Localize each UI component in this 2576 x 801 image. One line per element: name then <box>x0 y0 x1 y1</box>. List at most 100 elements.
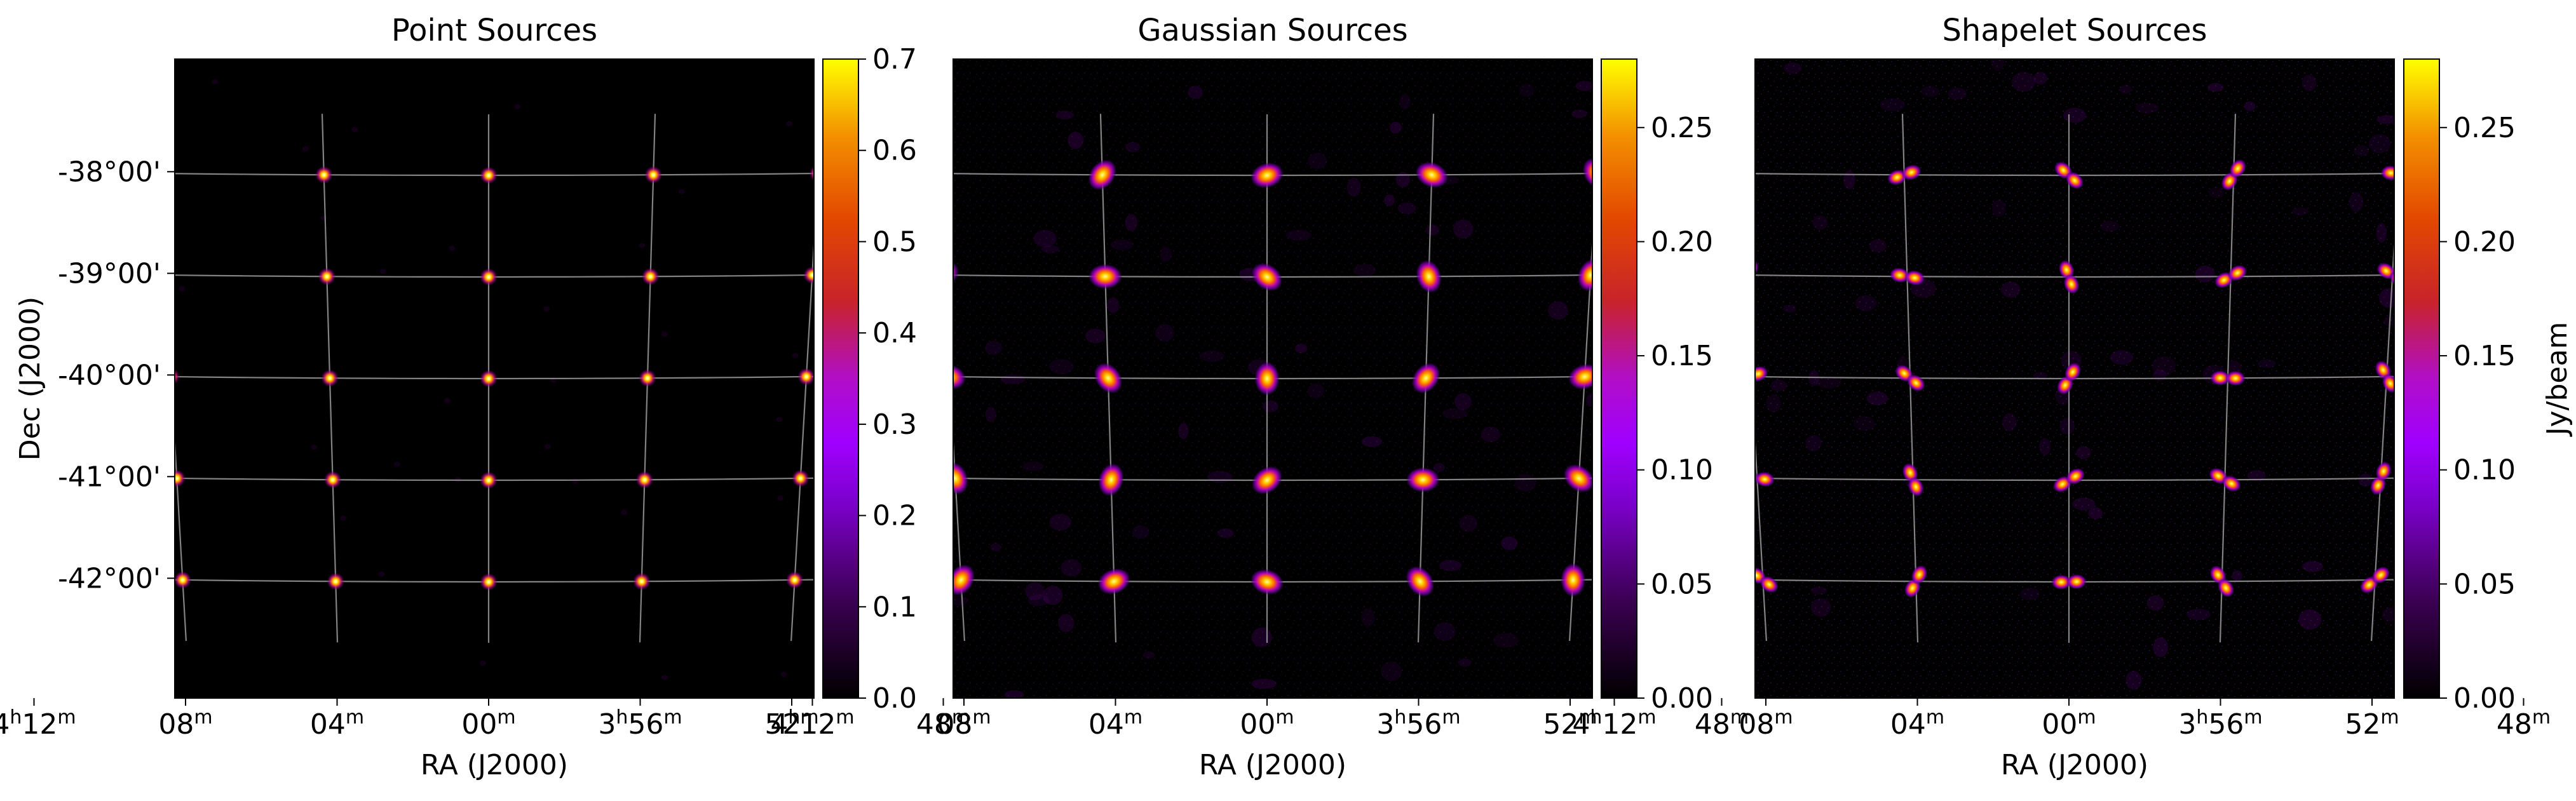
noise-blob <box>1399 94 1411 110</box>
noise-blob <box>393 461 400 467</box>
noise-blob <box>1433 462 1445 473</box>
noise-blob <box>1155 324 1174 342</box>
noise-blob <box>1055 111 1074 120</box>
noise-blob <box>1453 219 1474 239</box>
noise-blob <box>2072 497 2096 511</box>
source-point <box>480 471 498 489</box>
shapelet-lobe <box>2227 264 2247 281</box>
noise-blob <box>311 445 318 450</box>
x-tick-label: 52m <box>2345 706 2399 741</box>
noise-blob <box>1397 202 1416 215</box>
noise-blob <box>1308 383 1324 398</box>
noise-blob <box>1575 81 1592 91</box>
source-point <box>632 572 651 591</box>
source-gaussian <box>1563 464 1592 493</box>
noise-blob <box>1439 560 1461 571</box>
source-gaussian <box>1254 361 1280 396</box>
noise-blob <box>1106 297 1120 313</box>
noise-blob <box>2152 356 2176 376</box>
noise-blob <box>1142 651 1155 659</box>
colorbar-tick-label: 0.4 <box>872 317 917 349</box>
noise-blob <box>1125 142 1141 152</box>
noise-blob <box>1519 83 1535 97</box>
noise-blob <box>1866 391 1888 405</box>
source-gaussian <box>925 156 951 191</box>
source-point <box>791 469 810 487</box>
noise-blob <box>2358 473 2373 487</box>
noise-blob <box>1481 426 1500 443</box>
shapelet-lobe <box>1729 170 1747 192</box>
colorbar-tick-label: 0.10 <box>1651 454 1713 487</box>
x-tick-label: 48m <box>916 706 970 741</box>
source-gaussian <box>1088 264 1123 290</box>
source-point <box>797 368 814 386</box>
source-gaussian <box>1414 161 1449 189</box>
noise-blob <box>990 543 1001 552</box>
noise-blob <box>340 515 347 521</box>
noise-blob <box>1381 661 1402 682</box>
noise-blob <box>1068 131 1084 149</box>
source-shapelet <box>2051 574 2087 590</box>
source-gaussian <box>1251 466 1283 495</box>
noise-blob <box>2011 72 2036 92</box>
source-shapelet <box>1732 365 1768 390</box>
noise-blob <box>678 189 685 194</box>
noise-blob <box>2291 207 2309 216</box>
noise-blob <box>2186 609 2211 621</box>
shapelet-lobe <box>2217 578 2235 598</box>
noise-blob <box>1869 239 1887 253</box>
noise-blob <box>1805 434 1822 452</box>
x-tick-label: 00m <box>2042 706 2096 741</box>
colorbar: 0.00 0.05 0.10 0.15 0.20 0.25 Jy/beam <box>2403 58 2573 715</box>
noise-blob <box>1459 515 1477 532</box>
noise-blob <box>2207 83 2224 92</box>
source-gaussian <box>1406 565 1435 597</box>
noise-blob <box>1178 422 1189 440</box>
noise-blob <box>2232 570 2242 582</box>
colorbar-tick-label: 0.15 <box>2453 340 2516 372</box>
noise-blob <box>1061 559 1082 577</box>
shapelet-lobe <box>1911 565 1928 584</box>
source-gaussian <box>1250 569 1284 595</box>
noise-blob <box>379 269 386 274</box>
shapelet-lobe <box>2051 574 2072 590</box>
noise-blob <box>2298 609 2322 630</box>
x-tick-label: 04m <box>1088 706 1142 741</box>
noise-blob <box>1110 239 1134 250</box>
noise-blob <box>1921 86 1939 97</box>
y-tick-label: -38°00' <box>58 156 161 188</box>
noise-blob <box>513 104 520 110</box>
source-shapelet <box>2359 566 2390 594</box>
noise-blob <box>1041 245 1059 253</box>
plot-content <box>1729 59 2394 698</box>
colorbar-tick-label: 0.0 <box>872 682 917 715</box>
noise-blob <box>2376 223 2387 243</box>
source-point <box>327 572 345 591</box>
noise-blob <box>661 332 668 337</box>
noise-blob <box>1058 614 1074 632</box>
source-point <box>175 571 192 589</box>
noise-blob <box>1784 62 1802 74</box>
panel-title: Shapelet Sources <box>1942 13 2207 48</box>
panel-3: Shapelet Sources 4h12m 08m 04m 00m 3h56m 52m 48… <box>1572 13 2573 781</box>
source-shapelet <box>2369 461 2392 495</box>
y-tick-label: -42°00' <box>58 562 161 595</box>
source-point <box>803 266 814 284</box>
shapelet-lobe <box>2065 172 2084 189</box>
noise-blob <box>1766 394 1781 413</box>
noise-blob <box>2000 281 2021 298</box>
noise-blob <box>1853 416 1875 431</box>
panel-2: Gaussian Sources 4h12m 08m 04m 00m 3h56m 52m 48… <box>770 13 1749 781</box>
source-shapelet <box>1889 267 1925 286</box>
x-tick-label: 3h56m <box>598 706 682 741</box>
shapelet-lobe <box>1755 471 1775 487</box>
plot-frame <box>952 58 1593 699</box>
noise-blob <box>661 675 668 680</box>
source-gaussian <box>1415 259 1442 293</box>
shapelet-lobe <box>1732 368 1757 390</box>
noise-blob <box>1049 359 1074 375</box>
noise-blob <box>1493 633 1519 648</box>
noise-blob <box>2258 359 2276 368</box>
source-point <box>323 471 342 489</box>
noise-blob <box>1022 462 1044 471</box>
